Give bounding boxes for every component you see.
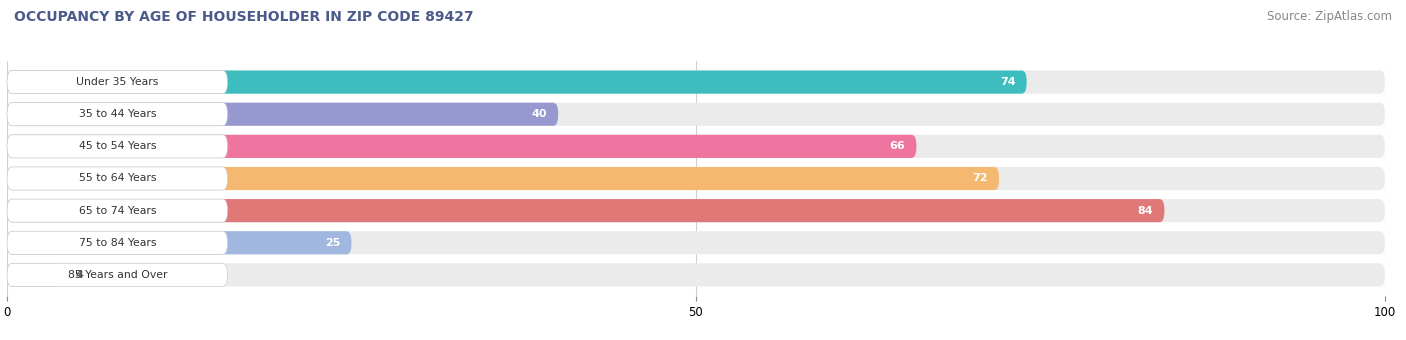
Text: 35 to 44 Years: 35 to 44 Years: [79, 109, 156, 119]
FancyBboxPatch shape: [7, 199, 1164, 222]
FancyBboxPatch shape: [7, 103, 228, 126]
Text: Source: ZipAtlas.com: Source: ZipAtlas.com: [1267, 10, 1392, 23]
FancyBboxPatch shape: [7, 135, 228, 158]
Text: 66: 66: [890, 141, 905, 151]
Text: 65 to 74 Years: 65 to 74 Years: [79, 206, 156, 216]
FancyBboxPatch shape: [7, 199, 228, 222]
FancyBboxPatch shape: [7, 167, 228, 190]
FancyBboxPatch shape: [7, 103, 1385, 126]
Text: 74: 74: [1000, 77, 1015, 87]
FancyBboxPatch shape: [7, 135, 1385, 158]
FancyBboxPatch shape: [7, 264, 228, 287]
FancyBboxPatch shape: [7, 231, 351, 254]
Text: 40: 40: [531, 109, 547, 119]
Text: OCCUPANCY BY AGE OF HOUSEHOLDER IN ZIP CODE 89427: OCCUPANCY BY AGE OF HOUSEHOLDER IN ZIP C…: [14, 10, 474, 24]
FancyBboxPatch shape: [7, 70, 228, 94]
Text: Under 35 Years: Under 35 Years: [76, 77, 159, 87]
FancyBboxPatch shape: [7, 264, 1385, 287]
FancyBboxPatch shape: [7, 70, 1385, 94]
FancyBboxPatch shape: [7, 167, 1000, 190]
FancyBboxPatch shape: [7, 135, 917, 158]
FancyBboxPatch shape: [7, 167, 1385, 190]
Text: 72: 72: [973, 173, 988, 184]
FancyBboxPatch shape: [7, 199, 1385, 222]
Text: 85 Years and Over: 85 Years and Over: [67, 270, 167, 280]
Text: 75 to 84 Years: 75 to 84 Years: [79, 238, 156, 248]
FancyBboxPatch shape: [7, 231, 1385, 254]
FancyBboxPatch shape: [7, 231, 228, 254]
Text: 25: 25: [325, 238, 340, 248]
FancyBboxPatch shape: [7, 70, 1026, 94]
Text: 45 to 54 Years: 45 to 54 Years: [79, 141, 156, 151]
Text: 4: 4: [76, 270, 84, 280]
Text: 84: 84: [1137, 206, 1153, 216]
FancyBboxPatch shape: [7, 264, 62, 287]
Text: 55 to 64 Years: 55 to 64 Years: [79, 173, 156, 184]
FancyBboxPatch shape: [7, 103, 558, 126]
